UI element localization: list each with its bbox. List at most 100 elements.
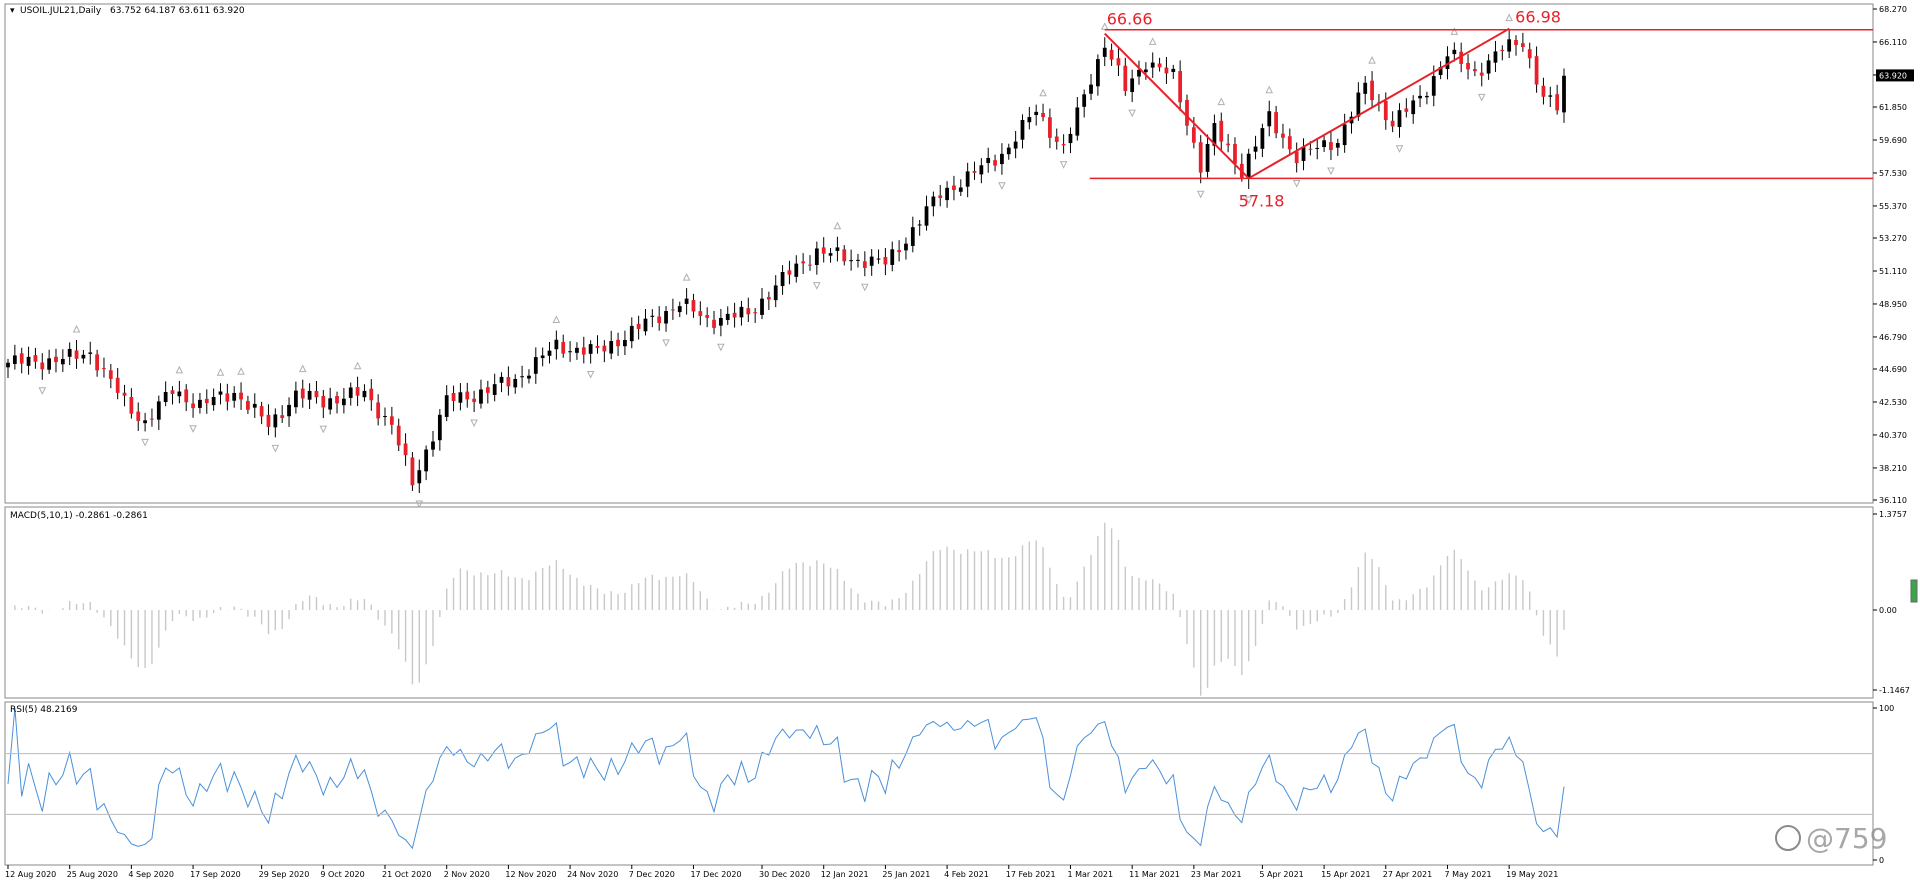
candle-body (1541, 85, 1546, 97)
candle-body (869, 256, 874, 266)
price-tick-label: 53.270 (1879, 234, 1907, 243)
candle-body (1452, 49, 1457, 55)
fractal-down-icon (1059, 161, 1068, 169)
candle-body (1418, 95, 1422, 99)
fractal-down-icon (415, 500, 424, 509)
candle-body (1493, 51, 1498, 63)
candle-body (362, 390, 367, 398)
time-tick-label: 25 Jan 2021 (882, 870, 930, 879)
watermark: @759 (1775, 822, 1887, 855)
candle-body (616, 339, 620, 347)
candle-body (904, 243, 908, 251)
candle-body (718, 317, 723, 326)
candle-body (198, 399, 202, 408)
macd-pane[interactable] (4, 506, 1874, 699)
fractal-up-icon (833, 221, 842, 230)
price-pane[interactable] (4, 3, 1874, 504)
price-tick-label: 68.270 (1879, 5, 1907, 14)
time-tick-label: 30 Dec 2020 (759, 870, 810, 879)
candle-body (766, 296, 771, 300)
rsi-tick-label: 100 (1879, 704, 1894, 713)
price-tick-label: 59.690 (1879, 136, 1907, 145)
time-tick-label: 24 Nov 2020 (567, 870, 618, 879)
candle-body (1527, 49, 1532, 59)
candle-body (910, 227, 915, 246)
fractal-down-icon (1395, 145, 1404, 153)
candle-body (547, 350, 552, 356)
macd-tick-label: 1.3757 (1879, 510, 1907, 519)
candle-body (890, 249, 895, 265)
candle-body (1486, 60, 1491, 74)
current-price-label: 63.920 (1879, 71, 1907, 80)
candle-body (897, 250, 901, 253)
price-tick-label: 55.370 (1879, 202, 1907, 211)
candle-body (437, 414, 442, 441)
candle-body (1383, 100, 1388, 121)
candle-body (1082, 94, 1087, 107)
candle-body (1404, 108, 1409, 112)
candle-body (60, 358, 65, 365)
scroll-handle[interactable] (1910, 579, 1918, 603)
time-tick-label: 15 Apr 2021 (1321, 870, 1370, 879)
candle-body (636, 323, 641, 329)
candle-body (1322, 140, 1326, 148)
candle-body (506, 377, 511, 387)
candle-body (828, 253, 833, 256)
candle-body (1123, 65, 1128, 91)
candle-body (12, 355, 17, 364)
candle-body (458, 392, 463, 403)
candle-body (163, 391, 168, 403)
candle-body (664, 311, 668, 324)
candle-body (787, 270, 792, 275)
candle-body (1301, 147, 1306, 161)
candle-body (650, 315, 655, 317)
candle-body (218, 391, 223, 395)
candle-body (1164, 67, 1169, 74)
candle-body (561, 341, 566, 354)
macd-label: MACD(5,10,1) -0.2861 -0.2861 (10, 511, 148, 521)
candle-body (760, 298, 764, 315)
candle-body (1308, 148, 1313, 150)
candle-body (1562, 75, 1566, 113)
candle-body (143, 420, 147, 424)
candle-body (1445, 56, 1450, 70)
candle-body (321, 395, 326, 408)
fractal-up-icon (1505, 13, 1513, 22)
candle-body (300, 388, 305, 399)
candle-body (533, 357, 538, 374)
fractal-down-icon (189, 425, 197, 433)
candle-body (1500, 49, 1505, 52)
candle-body (1281, 133, 1285, 138)
time-tick-label: 4 Sep 2020 (128, 870, 174, 879)
rsi-pane[interactable] (4, 701, 1874, 866)
candle-body (513, 378, 518, 388)
candle-body (917, 224, 922, 226)
fractal-down-icon (813, 282, 821, 290)
candle-body (1143, 69, 1148, 73)
candle-body (1459, 51, 1464, 64)
candle-body (520, 376, 524, 378)
rsi-tick-label: 0 (1879, 856, 1884, 865)
fractal-down-icon (998, 182, 1006, 190)
candle-body (239, 392, 243, 400)
fractal-down-icon (586, 371, 595, 379)
candle-body (40, 362, 45, 370)
candle-body (602, 345, 607, 352)
candle-body (1246, 153, 1251, 179)
candle-body (965, 171, 970, 187)
candle-body (1102, 47, 1107, 57)
candle-body (945, 187, 949, 201)
candle-body (273, 414, 278, 428)
candle-body (341, 398, 346, 406)
symbol-label: USOIL.JUL21,Daily (20, 6, 102, 16)
candle-body (1514, 40, 1518, 46)
candle-body (1000, 153, 1004, 165)
candle-body (1287, 136, 1292, 150)
candle-body (369, 388, 374, 401)
candle-body (1027, 117, 1032, 123)
fractal-down-icon (319, 425, 328, 434)
candle-body (1507, 39, 1512, 52)
candle-body (883, 256, 888, 265)
